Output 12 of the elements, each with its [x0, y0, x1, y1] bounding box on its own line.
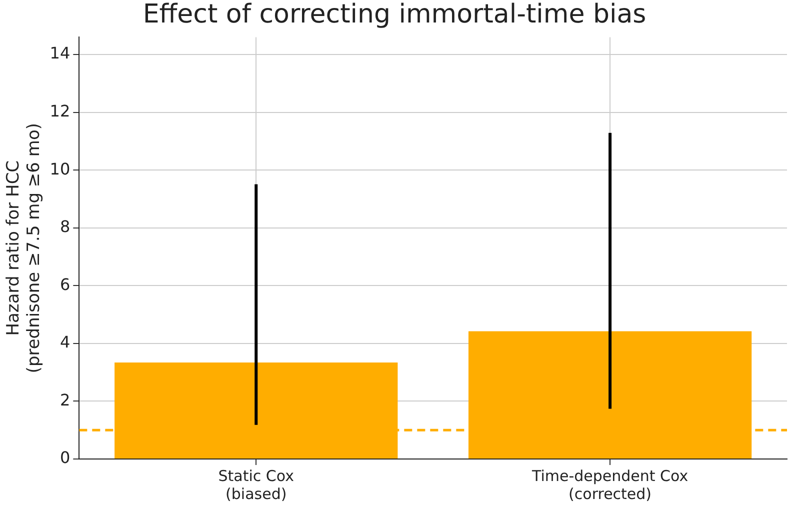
chart-title: Effect of correcting immortal-time bias	[142, 0, 646, 30]
y-tick-label: 2	[60, 390, 70, 410]
y-axis-title: Hazard ratio for HCC (prednisone ≥7.5 mg ≥6 mo)	[4, 123, 44, 374]
y-tick-label: 10	[50, 159, 70, 178]
y-tick-label: 0	[60, 448, 70, 468]
y-tick-label: 4	[60, 332, 70, 352]
y-tick-label: 6	[60, 274, 70, 294]
x-tick-label: Static Cox (biased)	[218, 466, 294, 503]
y-tick-label: 8	[60, 217, 70, 236]
x-tick-label: Time-dependent Cox (corrected)	[530, 466, 688, 503]
y-tick-label: 14	[50, 44, 70, 63]
y-tick-label: 12	[50, 101, 70, 120]
